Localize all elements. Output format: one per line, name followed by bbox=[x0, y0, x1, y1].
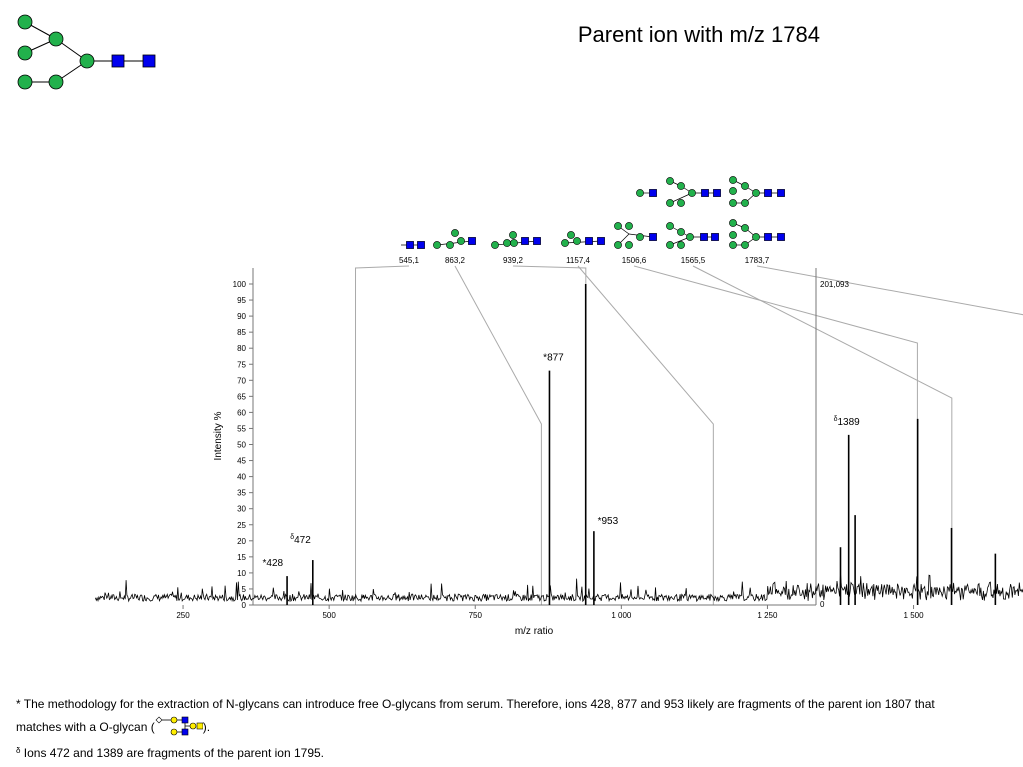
x-axis-label: m/z ratio bbox=[515, 626, 554, 637]
fragment-1783-icon bbox=[729, 219, 785, 249]
y-tick-label: 85 bbox=[237, 328, 246, 337]
peak-label: *953 bbox=[598, 516, 619, 527]
y-axis-label: Intensity % bbox=[213, 411, 224, 460]
fragment-mz-label: 1506,6 bbox=[622, 256, 647, 265]
glcnac-node bbox=[142, 54, 156, 68]
fragment-mz-label: 1157,4 bbox=[566, 256, 590, 265]
y-tick-label: 95 bbox=[237, 296, 246, 305]
spectrum-baseline bbox=[95, 573, 1023, 603]
y-tick-label: 70 bbox=[237, 376, 246, 385]
fragment-guide-line bbox=[454, 265, 542, 605]
y-tick-label: 55 bbox=[237, 424, 246, 433]
mannose-node bbox=[48, 31, 64, 47]
glcnac-node bbox=[111, 54, 125, 68]
y-tick-label: 5 bbox=[242, 585, 247, 594]
y-tick-label: 90 bbox=[237, 312, 246, 321]
peak-label: δ472 bbox=[290, 534, 311, 546]
fragment-863-icon bbox=[433, 229, 476, 249]
y-tick-label: 50 bbox=[237, 441, 246, 450]
fragment-alt-icon-1 bbox=[636, 189, 657, 197]
y-tick-label: 20 bbox=[237, 537, 246, 546]
y-tick-label: 45 bbox=[237, 457, 246, 466]
ms-spectrum-chart: 545,1 863,2 939,2 1157,4 1506,6 1565,5 1783,7 … bbox=[95, 176, 1023, 637]
fragment-guide-line bbox=[633, 265, 918, 605]
fragment-mz-label: 545,1 bbox=[399, 256, 420, 265]
y-tick-label: 15 bbox=[237, 553, 246, 562]
fragment-545-icon bbox=[401, 241, 425, 249]
mannose-node bbox=[79, 53, 95, 69]
peak-label: *877 bbox=[543, 353, 564, 364]
fragment-mz-label: 1565,5 bbox=[681, 256, 706, 265]
x-tick-label: 1 500 bbox=[904, 611, 925, 620]
fragment-939-icon bbox=[491, 231, 541, 249]
y-tick-label: 100 bbox=[233, 280, 247, 289]
mannose-node bbox=[17, 45, 33, 61]
parent-glycan-icon bbox=[17, 14, 156, 90]
page-title: Parent ion with m/z 1784 bbox=[577, 22, 820, 47]
o-glycan-icon bbox=[155, 716, 203, 736]
fragment-1565-icon bbox=[666, 222, 719, 249]
y-tick-label: 0 bbox=[242, 601, 247, 610]
x-tick-label: 500 bbox=[322, 611, 336, 620]
fragment-mz-label: 1783,7 bbox=[745, 256, 770, 265]
y-tick-label: 75 bbox=[237, 360, 246, 369]
x-tick-label: 750 bbox=[469, 611, 483, 620]
fragment-alt-icon-2 bbox=[666, 177, 721, 207]
y-tick-label: 35 bbox=[237, 489, 246, 498]
fragment-guide-line bbox=[355, 265, 410, 605]
x-tick-label: 1 250 bbox=[757, 611, 778, 620]
mannose-node bbox=[17, 14, 33, 30]
footnote-delta: δ Ions 472 and 1389 are fragments of the… bbox=[16, 746, 325, 760]
footnotes: * The methodology for the extraction of … bbox=[16, 693, 1011, 765]
mannose-node bbox=[48, 74, 64, 90]
y-tick-label: 40 bbox=[237, 473, 246, 482]
peak-label: *428 bbox=[262, 558, 283, 569]
y-tick-label: 60 bbox=[237, 408, 246, 417]
right-axis-bottom-label: 0 bbox=[820, 600, 825, 609]
y-tick-label: 65 bbox=[237, 392, 246, 401]
fragment-alt-icon-3 bbox=[729, 176, 785, 207]
fragment-mz-label: 939,2 bbox=[503, 256, 524, 265]
y-tick-label: 10 bbox=[237, 569, 246, 578]
y-tick-label: 80 bbox=[237, 344, 246, 353]
y-tick-label: 30 bbox=[237, 505, 246, 514]
y-tick-label: 25 bbox=[237, 521, 246, 530]
x-tick-label: 250 bbox=[176, 611, 190, 620]
fragment-guide-line bbox=[577, 265, 714, 605]
fragment-1157-icon bbox=[561, 231, 605, 247]
fragment-guide-line bbox=[756, 265, 1023, 316]
footnote-asterisk: * The methodology for the extraction of … bbox=[16, 697, 935, 711]
x-tick-label: 1 000 bbox=[611, 611, 632, 620]
mannose-node bbox=[17, 74, 33, 90]
fragment-mz-label: 863,2 bbox=[445, 256, 466, 265]
footnote-asterisk-continued: matches with a O-glycan ( ). bbox=[16, 716, 1011, 739]
right-axis-top-label: 201,093 bbox=[820, 280, 849, 289]
fragment-1506-icon bbox=[614, 222, 657, 249]
peak-label: δ1389 bbox=[834, 416, 861, 428]
